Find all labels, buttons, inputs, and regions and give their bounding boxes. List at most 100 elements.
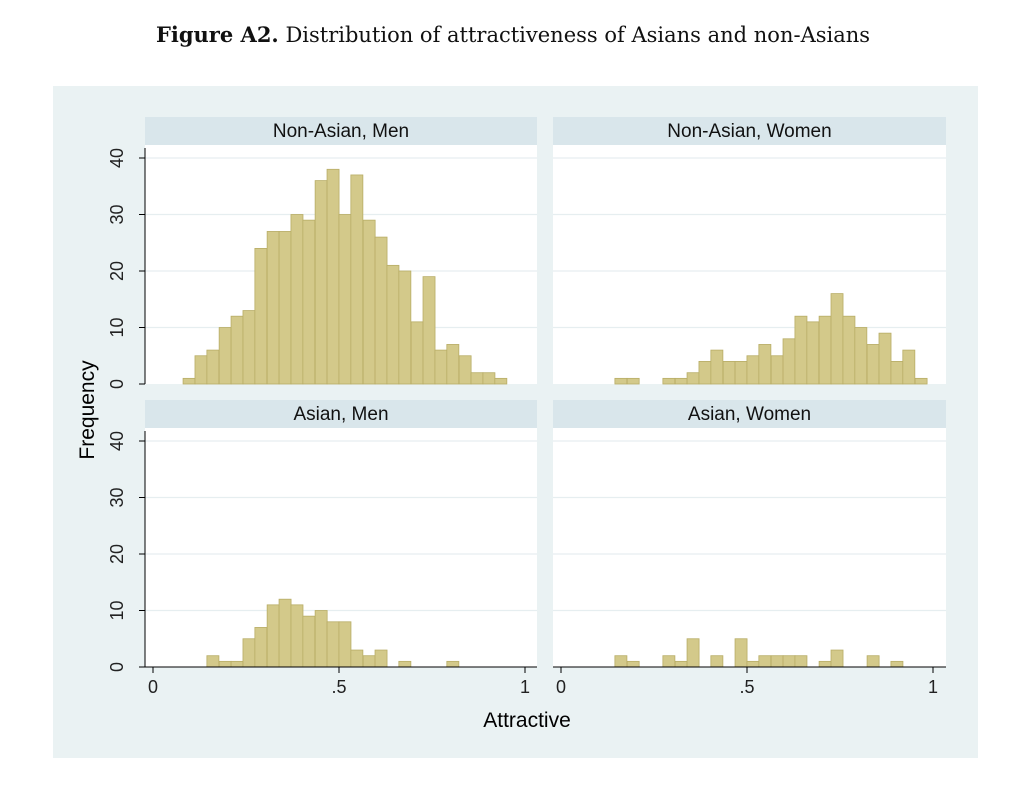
histogram-bar [758,344,772,385]
histogram-bar [218,327,232,385]
histogram-bar [854,327,868,385]
histogram-bar [362,219,376,385]
histogram-bar [626,660,640,668]
y-axis-label: Frequency [76,360,99,460]
histogram-bar [458,355,472,385]
panel-title-strip [553,117,946,145]
y-tick-label: 0 [107,662,127,672]
histogram-bar [242,638,256,668]
histogram-bar [890,660,904,668]
histogram-bar [314,180,328,385]
y-tick-label: 40 [107,148,127,168]
histogram-bar [470,372,484,385]
histogram-bar [614,377,628,385]
panel-4: Asian, Women 0 .5 1 [553,400,946,697]
histogram-bar [866,344,880,385]
histogram-bar [710,349,724,385]
histogram-bar [374,649,388,668]
y-tick-label: 20 [107,544,127,564]
figure-label: Figure A2. [155,22,279,47]
histogram-bar [482,372,496,385]
histogram-bar [350,174,364,385]
x-tick-label: 1 [520,677,530,697]
histogram-bar [362,655,376,668]
histogram-bar [290,214,304,385]
x-tick-label: .5 [331,677,346,697]
histogram-bar [878,332,892,385]
histogram-bar [398,660,412,668]
y-tick-label: 20 [107,261,127,281]
histogram-bar [410,321,424,385]
x-tick-label: 0 [148,677,158,697]
histogram-bar [434,349,448,385]
histogram-bar [338,214,352,385]
y-tick-label: 10 [107,317,127,337]
histogram-bar [686,638,700,668]
histogram-bar [818,660,832,668]
histogram-bar [254,247,268,385]
histogram-bar [242,310,256,385]
histogram-bar [842,315,856,385]
y-tick-label: 30 [107,204,127,224]
histogram-bar [194,355,208,385]
plot-area [553,428,946,667]
x-tick-label: .5 [739,677,754,697]
histogram-bar [230,315,244,385]
x-tick-label: 0 [556,677,566,697]
histogram-bar [674,660,688,668]
histogram-bar [446,344,460,385]
histogram-bar [770,355,784,385]
panel-title-strip [553,400,946,428]
panel-2: Non-Asian, Women [553,117,946,385]
histogram-bar [614,655,628,668]
histogram-bar [326,621,340,668]
histogram-bar [206,349,220,385]
y-tick-label: 30 [107,487,127,507]
histogram-bar [818,315,832,385]
histogram-bar [374,236,388,385]
histogram-bar [302,219,316,385]
histogram-bar [734,638,748,668]
histogram-bar [326,168,340,385]
histogram-bar [386,264,400,385]
histogram-bar [686,372,700,385]
y-tick-label: 0 [107,379,127,389]
histogram-bar [494,377,508,385]
panel-title-strip [145,400,537,428]
histogram-bar [338,621,352,668]
histogram-bar [830,293,844,385]
histogram-bar [710,655,724,668]
histogram-bar [254,627,268,668]
histogram-bar [890,360,904,385]
histogram-bar [206,655,220,668]
histogram-bar [302,615,316,668]
histogram-bar [746,660,760,668]
panel-title: Asian, Men [293,404,388,425]
panel-title: Asian, Women [688,404,811,425]
panel-1: Non-Asian, Men 0 10 20 30 40 [107,117,537,389]
y-tick-label: 10 [107,600,127,620]
histogram-bar [182,377,196,385]
histogram-bar [290,604,304,668]
histogram-bar [782,338,796,385]
histogram-bar [698,360,712,385]
panel-title-strip [145,117,537,145]
histogram-bar [758,655,772,668]
histogram-bar [218,660,232,668]
panel-3: Asian, Men 0 10 20 30 40 0 .5 1 [107,400,537,697]
histogram-bar [770,655,784,668]
histogram-bar [674,377,688,385]
histogram-bar [902,349,916,385]
histogram-bar [266,231,280,385]
histogram-bar [662,655,676,668]
x-tick-label: 1 [928,677,938,697]
histogram-bar [230,660,244,668]
histogram-bar [794,655,808,668]
x-axis-label: Attractive [483,709,571,732]
histogram-bar [734,360,748,385]
histogram-bar [278,598,292,668]
histogram-bar [626,377,640,385]
histogram-bar [266,604,280,668]
